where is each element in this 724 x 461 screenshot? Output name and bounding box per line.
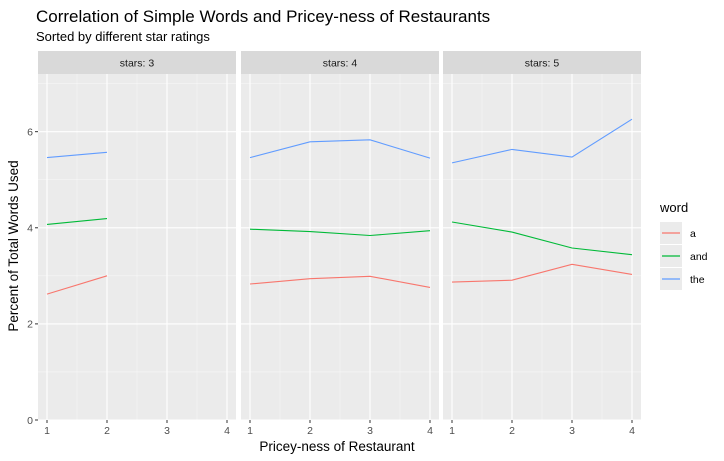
y-axis: 0 2 4 6 [27, 126, 38, 427]
legend-label: the [690, 274, 705, 286]
series-line-the [46, 151, 108, 159]
legend-label: and [690, 251, 708, 263]
x-tick-label: 4 [629, 425, 635, 437]
series-line-a [249, 275, 431, 288]
x-axis-title: Pricey-ness of Restaurant [259, 439, 415, 454]
facet-strip-label: stars: 3 [120, 58, 155, 70]
facet-strip-label: stars: 4 [323, 58, 358, 70]
series-line-and [46, 218, 108, 225]
facet-panels: stars: 3 1 2 3 4 stars: 4 1 2 3 4 stars: 5 1 2 3 4 [38, 51, 641, 437]
legend-item: a [660, 222, 696, 244]
series-line-a [46, 275, 108, 295]
x-tick-label: 3 [164, 425, 170, 437]
x-tick-label: 3 [569, 425, 575, 437]
chart-title: Correlation of Simple Words and Pricey-n… [36, 7, 490, 26]
y-tick-label: 2 [27, 319, 33, 331]
x-tick-label: 4 [427, 425, 433, 437]
x-tick-label: 2 [104, 425, 110, 437]
y-axis-title: Percent of Total Words Used [6, 160, 21, 331]
series-line-the [451, 118, 633, 164]
facet-strip [241, 51, 439, 74]
facet-strip-label: stars: 5 [525, 58, 560, 70]
series-line-and [249, 228, 431, 237]
series-line-the [249, 139, 431, 159]
facet-strip [443, 51, 641, 74]
series-line-and [451, 221, 633, 256]
x-tick-label: 2 [509, 425, 515, 437]
x-tick-label: 1 [44, 425, 50, 437]
legend-title: word [659, 200, 688, 215]
facet-panel: stars: 3 1 2 3 4 [38, 51, 236, 437]
legend-items: a and the [660, 222, 708, 290]
legend-label: a [690, 228, 696, 240]
legend-item: the [660, 268, 705, 290]
facet-panel: stars: 5 1 2 3 4 [443, 51, 641, 437]
y-tick-label: 4 [27, 223, 33, 235]
legend: word a and the [659, 200, 708, 290]
x-tick-label: 4 [224, 425, 230, 437]
x-tick-label: 3 [367, 425, 373, 437]
legend-item: and [660, 245, 708, 267]
x-tick-label: 1 [449, 425, 455, 437]
x-tick-label: 1 [247, 425, 253, 437]
x-tick-label: 2 [307, 425, 313, 437]
y-tick-label: 6 [27, 126, 33, 138]
y-tick-label: 0 [27, 415, 33, 427]
series-line-a [451, 263, 633, 283]
chart-subtitle: Sorted by different star ratings [36, 29, 210, 44]
facet-panel: stars: 4 1 2 3 4 [241, 51, 439, 437]
facet-strip [38, 51, 236, 74]
